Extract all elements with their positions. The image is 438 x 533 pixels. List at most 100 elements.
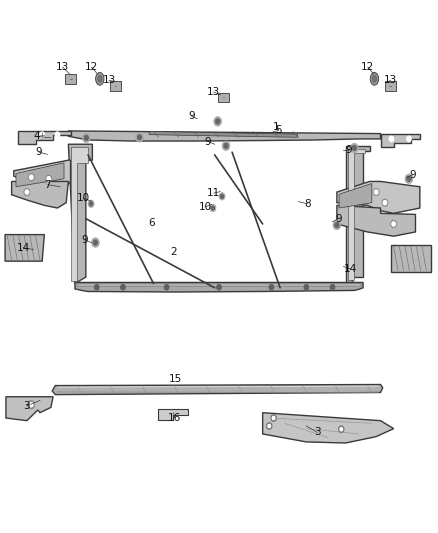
Text: 2: 2 bbox=[170, 247, 177, 256]
Circle shape bbox=[24, 188, 30, 196]
Text: 7: 7 bbox=[45, 180, 51, 190]
Text: 3: 3 bbox=[314, 427, 321, 438]
Text: 9: 9 bbox=[36, 147, 42, 157]
Polygon shape bbox=[5, 235, 44, 261]
Text: 13: 13 bbox=[56, 62, 69, 72]
Text: 15: 15 bbox=[169, 374, 182, 384]
Circle shape bbox=[95, 285, 99, 290]
Circle shape bbox=[217, 285, 221, 290]
Polygon shape bbox=[52, 384, 383, 394]
Text: 10: 10 bbox=[198, 202, 212, 212]
Polygon shape bbox=[263, 413, 394, 443]
Polygon shape bbox=[16, 163, 64, 187]
Text: 9: 9 bbox=[205, 136, 212, 147]
Circle shape bbox=[28, 400, 35, 409]
Circle shape bbox=[224, 143, 228, 148]
Polygon shape bbox=[337, 205, 416, 236]
Polygon shape bbox=[158, 409, 188, 419]
Polygon shape bbox=[392, 245, 431, 272]
Bar bbox=[385, 81, 396, 91]
Circle shape bbox=[219, 192, 225, 200]
Circle shape bbox=[268, 424, 271, 427]
Circle shape bbox=[267, 423, 272, 429]
Polygon shape bbox=[348, 149, 365, 280]
Circle shape bbox=[25, 190, 28, 194]
Circle shape bbox=[164, 285, 169, 290]
Text: 13: 13 bbox=[207, 87, 220, 97]
Circle shape bbox=[350, 143, 358, 153]
Circle shape bbox=[374, 190, 378, 194]
Circle shape bbox=[220, 195, 223, 198]
Circle shape bbox=[405, 174, 413, 183]
Circle shape bbox=[212, 206, 215, 210]
Text: 12: 12 bbox=[85, 62, 98, 72]
Circle shape bbox=[340, 427, 343, 431]
Circle shape bbox=[330, 285, 335, 290]
Text: 9: 9 bbox=[346, 144, 353, 155]
Circle shape bbox=[88, 200, 94, 207]
Circle shape bbox=[28, 173, 34, 181]
Circle shape bbox=[271, 415, 276, 421]
Polygon shape bbox=[18, 131, 71, 144]
Circle shape bbox=[391, 220, 397, 228]
Circle shape bbox=[392, 222, 396, 226]
Circle shape bbox=[84, 135, 88, 140]
Circle shape bbox=[121, 285, 125, 290]
Circle shape bbox=[82, 133, 90, 143]
Circle shape bbox=[216, 119, 219, 124]
Polygon shape bbox=[149, 132, 297, 138]
Circle shape bbox=[214, 117, 222, 126]
Circle shape bbox=[47, 176, 50, 181]
Polygon shape bbox=[77, 284, 361, 286]
Circle shape bbox=[222, 141, 230, 151]
Circle shape bbox=[383, 200, 387, 205]
Polygon shape bbox=[346, 147, 370, 284]
Text: 16: 16 bbox=[168, 413, 181, 423]
Text: 5: 5 bbox=[276, 125, 282, 135]
Circle shape bbox=[335, 223, 339, 228]
Polygon shape bbox=[12, 181, 68, 208]
Circle shape bbox=[382, 199, 388, 206]
Bar bbox=[218, 93, 229, 102]
Ellipse shape bbox=[372, 76, 377, 82]
Polygon shape bbox=[337, 181, 420, 213]
Text: 14: 14 bbox=[344, 264, 357, 274]
Circle shape bbox=[55, 132, 60, 138]
Circle shape bbox=[89, 202, 92, 206]
Text: 12: 12 bbox=[361, 62, 374, 72]
Polygon shape bbox=[75, 282, 363, 292]
Circle shape bbox=[304, 285, 308, 290]
Circle shape bbox=[373, 188, 379, 196]
Text: 14: 14 bbox=[17, 243, 30, 253]
Text: 9: 9 bbox=[409, 170, 416, 180]
Polygon shape bbox=[381, 134, 420, 147]
Circle shape bbox=[339, 426, 344, 432]
Ellipse shape bbox=[370, 72, 378, 85]
Circle shape bbox=[136, 133, 144, 142]
Circle shape bbox=[93, 240, 97, 245]
Circle shape bbox=[40, 132, 44, 138]
Polygon shape bbox=[71, 147, 88, 281]
Text: 9: 9 bbox=[188, 111, 195, 121]
Circle shape bbox=[29, 175, 33, 179]
Text: 9: 9 bbox=[335, 214, 342, 224]
Text: 6: 6 bbox=[148, 218, 155, 228]
Text: 3: 3 bbox=[24, 401, 30, 411]
Text: 1: 1 bbox=[272, 122, 279, 132]
Text: 8: 8 bbox=[304, 199, 311, 209]
Text: 4: 4 bbox=[34, 131, 40, 141]
Circle shape bbox=[46, 175, 52, 182]
Ellipse shape bbox=[98, 76, 102, 82]
Polygon shape bbox=[68, 144, 92, 284]
Bar bbox=[110, 81, 121, 91]
Polygon shape bbox=[6, 397, 53, 421]
Text: 9: 9 bbox=[81, 235, 88, 245]
Polygon shape bbox=[14, 160, 71, 195]
Polygon shape bbox=[339, 183, 372, 208]
Bar bbox=[66, 74, 77, 84]
Text: 11: 11 bbox=[207, 188, 220, 198]
Circle shape bbox=[92, 238, 99, 247]
Circle shape bbox=[269, 285, 274, 290]
Circle shape bbox=[138, 135, 141, 140]
Circle shape bbox=[353, 146, 357, 150]
